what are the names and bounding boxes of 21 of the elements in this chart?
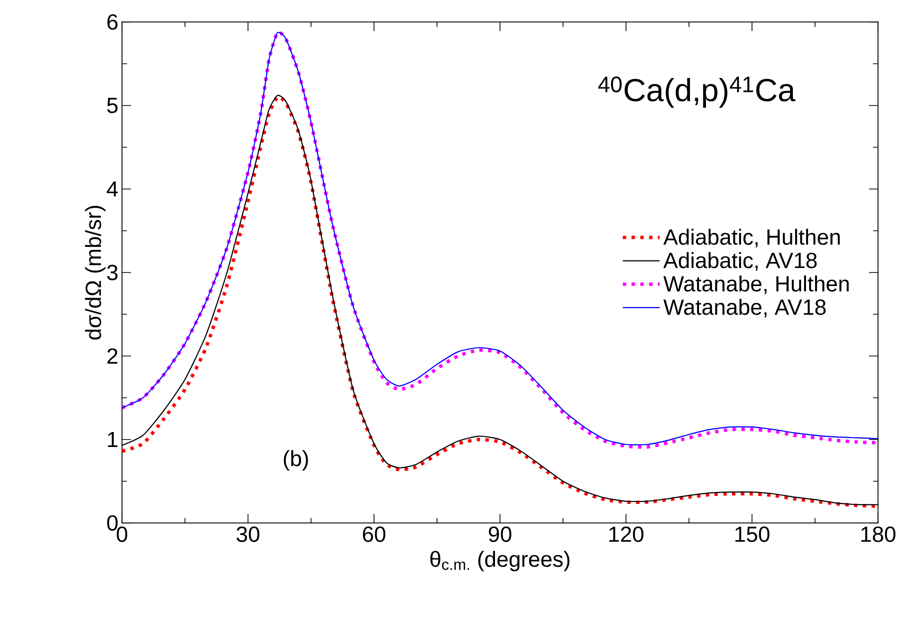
- x-tick-label: 60: [362, 526, 386, 542]
- legend-label: Adiabatic, Hulthen: [663, 228, 840, 248]
- text: $^{40}$Ca(d,p)$^{41}$Ca: [598, 76, 796, 108]
- y-tick-label: 1: [108, 432, 118, 448]
- x-tick-label: 90: [488, 526, 512, 542]
- x-tick-label: 30: [236, 526, 260, 542]
- y-tick-label: 2: [107, 348, 118, 364]
- y-tick-label: 3: [107, 264, 118, 280]
- y-tick-label: 0: [107, 515, 118, 531]
- annotation: (b): [284, 450, 308, 471]
- x-axis-title: θ$_{c.m.}$ (degrees): [430, 550, 570, 572]
- y-tick-label: 4: [106, 181, 118, 197]
- y-axis-title: dσ/dΩ (mb/sr): [85, 206, 106, 340]
- legend-label: Adiabatic, AV18: [663, 252, 817, 271]
- legend-label: Watanabe, Hulthen: [663, 275, 849, 294]
- x-tick-label: 120: [609, 526, 644, 542]
- x-tick-label: 180: [861, 526, 896, 542]
- x-tick-label: 150: [735, 526, 770, 542]
- y-tick-label: 5: [107, 98, 118, 114]
- legend-label: Watanabe, AV18: [663, 298, 826, 318]
- y-tick-label: 6: [107, 14, 118, 30]
